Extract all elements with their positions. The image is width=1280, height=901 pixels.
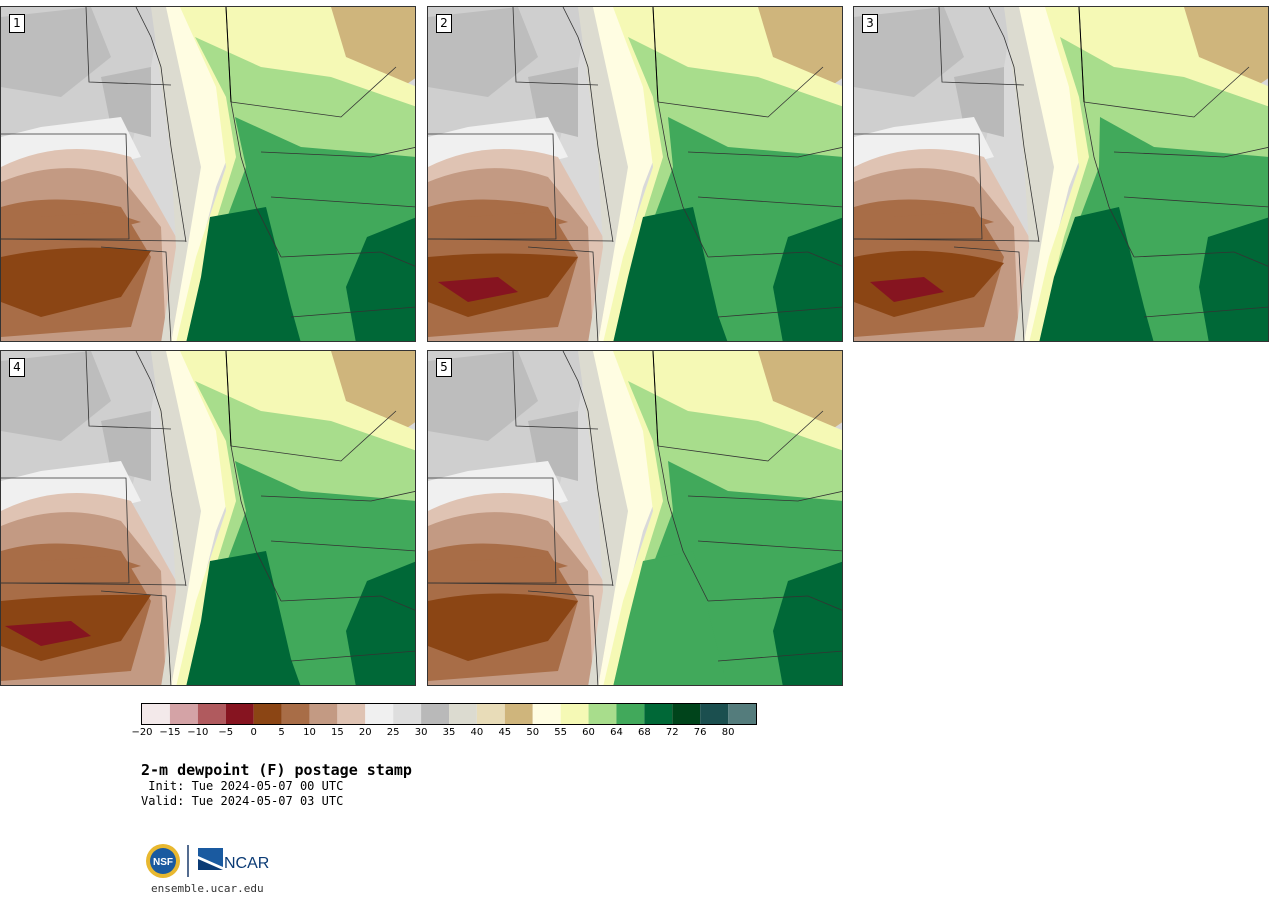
map-panel-1: 1 — [0, 6, 416, 342]
map-title: 2-m dewpoint (F) postage stamp — [141, 761, 412, 779]
colorbar-tick-label: 60 — [582, 727, 595, 738]
colorbar-tick-label: −15 — [159, 727, 181, 738]
colorbar-tick-label: −10 — [187, 727, 209, 738]
colorbar-tick-label: 72 — [665, 727, 679, 738]
website-url: ensemble.ucar.edu — [151, 882, 264, 895]
panel-number-label: 3 — [862, 14, 878, 33]
colorbar-swatch — [225, 704, 254, 724]
colorbar-swatch — [365, 704, 394, 724]
panel-number-label: 2 — [436, 14, 452, 33]
colorbar-swatch — [337, 704, 366, 724]
colorbar-tick-label: 0 — [250, 727, 257, 738]
colorbar-swatch — [588, 704, 617, 724]
colorbar-swatch — [197, 704, 226, 724]
colorbar-swatch — [476, 704, 505, 724]
logos: NSF NCAR — [145, 843, 275, 881]
colorbar-swatch — [504, 704, 533, 724]
colorbar-tick-label: 5 — [278, 727, 285, 738]
colorbar-swatch — [672, 704, 701, 724]
init-time: Init: Tue 2024-05-07 00 UTC — [141, 779, 344, 793]
colorbar-tick-label: 25 — [386, 727, 400, 738]
colorbar-tick-label: 15 — [330, 727, 344, 738]
colorbar-tick-label: 20 — [358, 727, 372, 738]
map-panel-3: 3 — [853, 6, 1269, 342]
colorbar-swatch — [644, 704, 673, 724]
colorbar-tick-label: −20 — [131, 727, 153, 738]
map-panel-2: 2 — [427, 6, 843, 342]
colorbar-swatch — [532, 704, 561, 724]
colorbar-tick-label: 55 — [554, 727, 567, 738]
panel-number-label: 1 — [9, 14, 25, 33]
colorbar-tick-label: 64 — [610, 727, 623, 738]
colorbar-tick-label: 50 — [526, 727, 540, 738]
colorbar-swatch — [449, 704, 477, 724]
colorbar-tick-label: 76 — [693, 727, 707, 738]
dewpoint-colorbar — [141, 703, 757, 725]
valid-time: Valid: Tue 2024-05-07 03 UTC — [141, 794, 344, 808]
colorbar-tick-label: 68 — [637, 727, 651, 738]
colorbar-tick-label: 10 — [303, 727, 316, 738]
colorbar-tick-label: 45 — [498, 727, 512, 738]
colorbar-swatch — [616, 704, 645, 724]
ncar-logo: NCAR — [198, 848, 269, 872]
panel-number-label: 5 — [436, 358, 452, 377]
colorbar-swatch — [393, 704, 422, 724]
nsf-logo-text: NSF — [153, 857, 173, 868]
colorbar-swatch — [169, 704, 198, 724]
colorbar-swatch — [421, 704, 449, 724]
colorbar-swatch — [560, 704, 589, 724]
colorbar-tick-label: 30 — [414, 727, 428, 738]
map-panel-5: 5 — [427, 350, 843, 686]
colorbar-swatch — [253, 704, 282, 724]
map-panel-4: 4 — [0, 350, 416, 686]
panel-number-label: 4 — [9, 358, 25, 377]
colorbar-tick-label: 80 — [721, 727, 735, 738]
colorbar-tick-label: 40 — [470, 727, 484, 738]
colorbar-swatch — [281, 704, 310, 724]
colorbar-swatch — [142, 704, 170, 724]
ncar-logo-text: NCAR — [224, 855, 269, 872]
colorbar-swatch — [700, 704, 729, 724]
nsf-logo: NSF — [146, 844, 180, 878]
colorbar-tick-label: 35 — [442, 727, 456, 738]
colorbar-tick-label: −5 — [218, 727, 234, 738]
colorbar-swatch — [728, 704, 756, 724]
colorbar-swatch — [309, 704, 338, 724]
colorbar-tick-labels: −20 −15 −10 −5 0 5 10 15 20 25 30 35 40 45 50 55 60 64 68 7… — [131, 727, 761, 741]
